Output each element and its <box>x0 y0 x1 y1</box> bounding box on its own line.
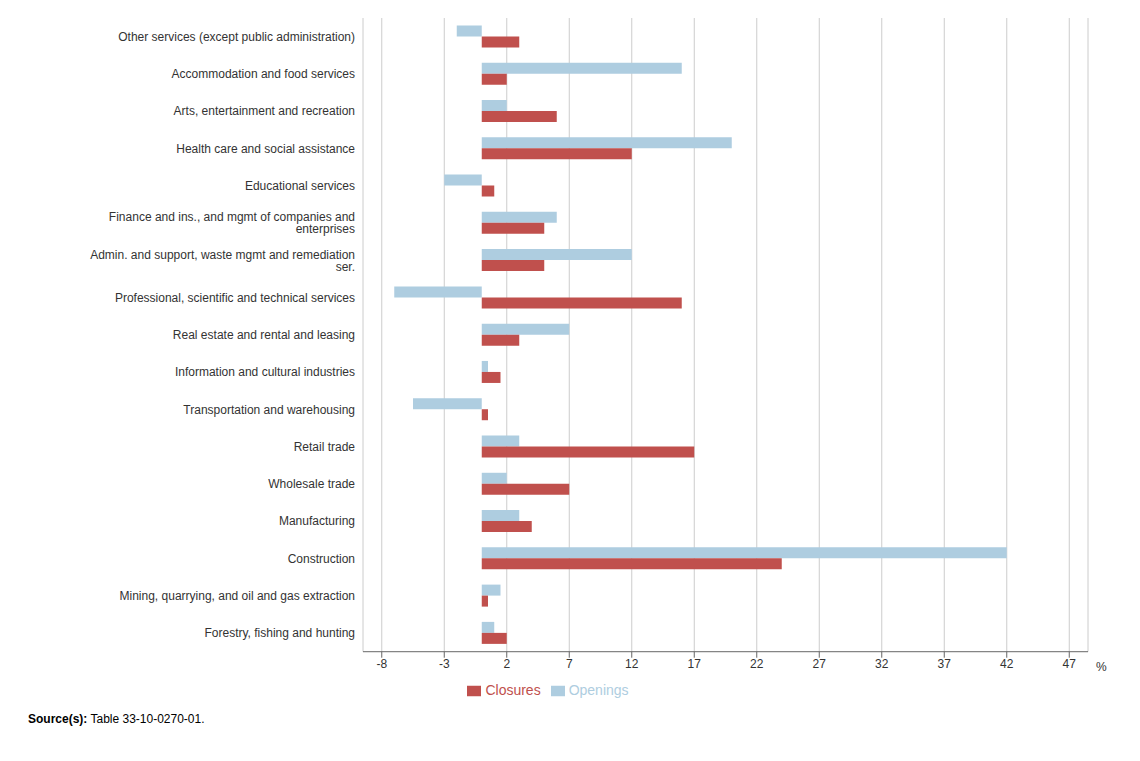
svg-text:Admin. and support, waste mgmt: Admin. and support, waste mgmt and remed… <box>90 248 355 274</box>
svg-text:Retail trade: Retail trade <box>294 440 356 454</box>
html-text:Source(s): Table 33-10-0270-01: Source(s): Table 33-10-0270-01. <box>28 712 205 726</box>
svg-text:Professional, scientific and t: Professional, scientific and technical s… <box>115 291 355 305</box>
svg-text:Forestry, fishing and hunting: Forestry, fishing and hunting <box>204 626 355 640</box>
svg-text:Manufacturing: Manufacturing <box>279 514 355 528</box>
svg-text:Educational services: Educational services <box>245 179 355 193</box>
svg-text:Transportation and warehousing: Transportation and warehousing <box>183 403 355 417</box>
svg-text:2: 2 <box>503 657 510 671</box>
svg-text:-3: -3 <box>439 657 450 671</box>
svg-text:Health care and social assista: Health care and social assistance <box>176 142 355 156</box>
svg-text:42: 42 <box>1000 657 1014 671</box>
svg-text:Mining, quarrying, and oil and: Mining, quarrying, and oil and gas extra… <box>120 589 355 603</box>
svg-text:Finance and ins., and mgmt of: Finance and ins., and mgmt of companies … <box>109 210 355 236</box>
html-text:Openings: Openings <box>568 681 629 698</box>
svg-text:22: 22 <box>750 657 764 671</box>
svg-text:27: 27 <box>813 657 827 671</box>
svg-text:47: 47 <box>1063 657 1077 671</box>
svg-text:Information and cultural indus: Information and cultural industries <box>175 365 355 379</box>
html-text:Closures: Closures <box>485 681 541 698</box>
svg-text:Real estate and rental and lea: Real estate and rental and leasing <box>173 328 355 342</box>
svg-text:Wholesale trade: Wholesale trade <box>268 477 355 491</box>
svg-text:7: 7 <box>566 657 573 671</box>
svg-text:%: % <box>1096 660 1107 674</box>
svg-text:Other services (except public: Other services (except public administra… <box>118 30 355 44</box>
svg-text:Arts, entertainment and recrea: Arts, entertainment and recreation <box>174 104 355 118</box>
svg-text:-8: -8 <box>376 657 387 671</box>
svg-text:Accommodation and food service: Accommodation and food services <box>172 67 355 81</box>
svg-text:32: 32 <box>875 657 889 671</box>
svg-text:Construction: Construction <box>288 552 355 566</box>
svg-text:17: 17 <box>688 657 702 671</box>
svg-text:37: 37 <box>938 657 952 671</box>
svg-text:12: 12 <box>625 657 639 671</box>
